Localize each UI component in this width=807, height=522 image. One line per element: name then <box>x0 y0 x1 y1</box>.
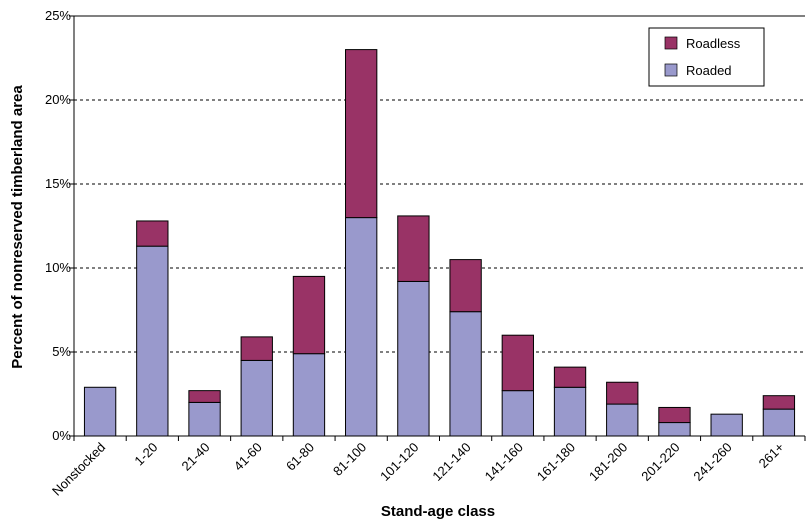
bar-roaded-6 <box>345 217 378 437</box>
bar-roaded-12 <box>658 422 691 437</box>
bar-roadless-14 <box>762 395 796 410</box>
bar-roadless-10 <box>553 366 587 388</box>
y-tick-label: 0% <box>52 428 71 443</box>
axes <box>69 15 806 441</box>
bar-roadless-11 <box>606 381 639 405</box>
y-axis-title: Percent of nonreserved timberland area <box>9 85 26 369</box>
legend-swatch-roadless <box>664 36 678 50</box>
bar-roadless-7 <box>397 215 430 282</box>
bar-roaded-5 <box>292 353 326 437</box>
bar-roaded-9 <box>501 390 534 437</box>
bars <box>83 49 796 437</box>
bar-roadless-8 <box>449 259 482 313</box>
bar-roaded-13 <box>710 413 743 437</box>
legend-label-roadless: Roadless <box>686 36 741 51</box>
x-tick-label: 161-180 <box>534 440 578 484</box>
x-tick-label: 61-80 <box>283 440 317 474</box>
bar-roadless-3 <box>188 390 221 403</box>
bar-roadless-5 <box>292 275 326 355</box>
x-tick-label: 121-140 <box>429 440 473 484</box>
y-tick-label: 10% <box>45 260 71 275</box>
bar-roaded-3 <box>188 401 221 437</box>
bar-roadless-9 <box>501 334 534 392</box>
bar-roadless-2 <box>136 220 169 247</box>
x-tick-label: 261+ <box>756 440 787 471</box>
x-tick-label: Nonstocked <box>49 440 108 499</box>
bar-roaded-1 <box>83 386 117 437</box>
x-tick-label: 181-200 <box>586 440 630 484</box>
bar-roaded-8 <box>449 311 482 437</box>
x-tick-label: 21-40 <box>179 440 213 474</box>
y-tick-label: 15% <box>45 176 71 191</box>
bar-roaded-10 <box>553 386 587 437</box>
bar-roaded-14 <box>762 408 796 437</box>
x-tick-label: 81-100 <box>330 440 369 479</box>
legend: Roadless Roaded <box>648 27 765 87</box>
x-tick-label: 101-120 <box>377 440 421 484</box>
x-tick-label: 1-20 <box>131 440 160 469</box>
y-tick-label: 25% <box>45 8 71 23</box>
bar-roaded-2 <box>136 245 169 437</box>
x-tick-label: 201-220 <box>638 440 682 484</box>
bar-roaded-7 <box>397 280 430 437</box>
x-tick-labels: Nonstocked 1-20 21-40 41-60 61-80 81-100 101-1… <box>49 440 787 499</box>
bar-roaded-4 <box>240 359 273 437</box>
x-tick-label: 141-160 <box>482 440 526 484</box>
gridlines <box>74 99 805 353</box>
bar-roadless-6 <box>345 49 378 219</box>
bar-roaded-11 <box>606 403 639 437</box>
y-tick-labels: 0% 5% 10% 15% 20% 25% <box>45 8 71 443</box>
x-tick-label: 241-260 <box>690 440 734 484</box>
bar-roadless-4 <box>240 336 273 361</box>
x-tick-label: 41-60 <box>231 440 265 474</box>
x-axis-title: Stand-age class <box>381 503 495 520</box>
legend-label-roaded: Roaded <box>686 63 732 78</box>
bar-roadless-12 <box>658 406 691 424</box>
y-tick-label: 20% <box>45 92 71 107</box>
y-tick-label: 5% <box>52 344 71 359</box>
legend-swatch-roaded <box>664 63 678 77</box>
